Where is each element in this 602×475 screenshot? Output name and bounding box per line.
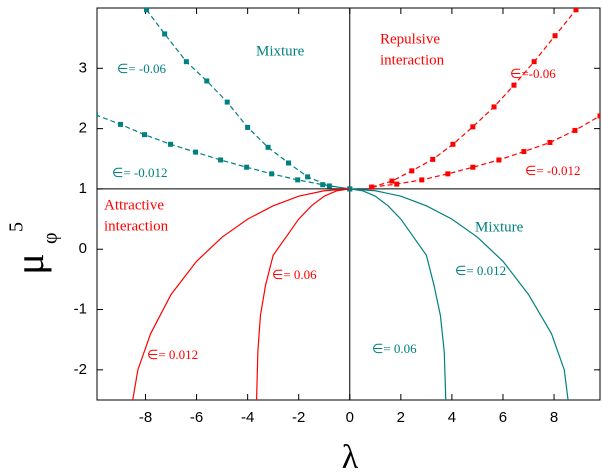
x-tick-label: 0 (346, 409, 354, 426)
point (450, 141, 456, 147)
point (573, 8, 579, 13)
series-line (146, 9, 350, 190)
y-tick-label: -1 (74, 301, 87, 318)
series-line (371, 115, 600, 188)
series-line (349, 188, 447, 400)
x-axis-label: λ (342, 439, 359, 475)
x-tick-label: 8 (550, 409, 558, 426)
point (218, 157, 224, 163)
y-tick-label: 2 (79, 120, 87, 137)
annotation: Attractive (104, 197, 164, 213)
series-line (97, 114, 350, 190)
series-line (371, 9, 577, 188)
x-tick-label: -2 (292, 409, 305, 426)
point (183, 59, 189, 65)
series-label: ∈= -0.012 (525, 163, 581, 178)
x-tick-label: 2 (397, 409, 405, 426)
plot-area (97, 8, 600, 400)
point (470, 164, 476, 170)
x-tick-label: -6 (190, 409, 203, 426)
point (168, 141, 174, 147)
y-tick-label: 0 (79, 240, 87, 257)
annotation: Mixture (256, 43, 305, 59)
series-label: ∈= 0.06 (272, 267, 317, 282)
point (496, 157, 502, 163)
point (552, 33, 558, 39)
annotation: interaction (104, 218, 169, 234)
point (269, 171, 275, 177)
series-label: ∈=-0.06 (510, 66, 556, 81)
point (285, 160, 291, 166)
point (320, 182, 326, 188)
point (305, 174, 311, 180)
point (204, 78, 210, 84)
y-label-sup: 5 (6, 222, 28, 232)
y-label-sub: φ (40, 232, 62, 244)
point (193, 149, 199, 155)
point (265, 144, 271, 150)
point (245, 124, 251, 130)
point (572, 127, 578, 133)
series-line (132, 188, 350, 400)
point (419, 177, 425, 183)
point (445, 171, 451, 177)
point (244, 164, 250, 170)
point (491, 104, 497, 110)
point (162, 31, 168, 37)
point (97, 112, 98, 118)
series-label: ∈= 0.012 (147, 347, 198, 362)
point (295, 177, 301, 183)
point (547, 139, 553, 145)
annotation: Mixture (475, 219, 524, 235)
point (326, 183, 332, 189)
point (369, 184, 375, 190)
y-label-base: μ (7, 253, 52, 274)
y-axis-label: μ φ 5 (6, 222, 62, 275)
point (511, 82, 517, 88)
series-line (255, 188, 350, 400)
plot-frame (96, 7, 601, 401)
point (470, 124, 476, 130)
point (224, 99, 230, 105)
series-label: ∈= -0.06 (117, 61, 166, 76)
series-label: ∈= -0.012 (112, 165, 168, 180)
point (430, 156, 436, 162)
point (144, 8, 150, 13)
annotation: Repulsive (380, 31, 440, 47)
point (521, 149, 527, 155)
point (597, 113, 600, 119)
annotation: interaction (380, 52, 445, 68)
series-label: ∈= 0.012 (455, 263, 506, 278)
y-tick-label: 3 (79, 59, 87, 76)
y-tick-label: 1 (79, 180, 87, 197)
series-label: ∈= 0.06 (372, 341, 417, 356)
point (394, 181, 400, 187)
x-tick-label: 4 (448, 409, 456, 426)
point (531, 59, 537, 65)
point (141, 132, 147, 138)
point (389, 178, 395, 184)
x-tick-label: -4 (241, 409, 254, 426)
x-tick-label: -8 (139, 409, 152, 426)
series-line (349, 188, 569, 400)
point (117, 121, 123, 127)
x-tick-label: 6 (499, 409, 507, 426)
y-tick-label: -2 (74, 361, 87, 378)
point (409, 168, 415, 174)
